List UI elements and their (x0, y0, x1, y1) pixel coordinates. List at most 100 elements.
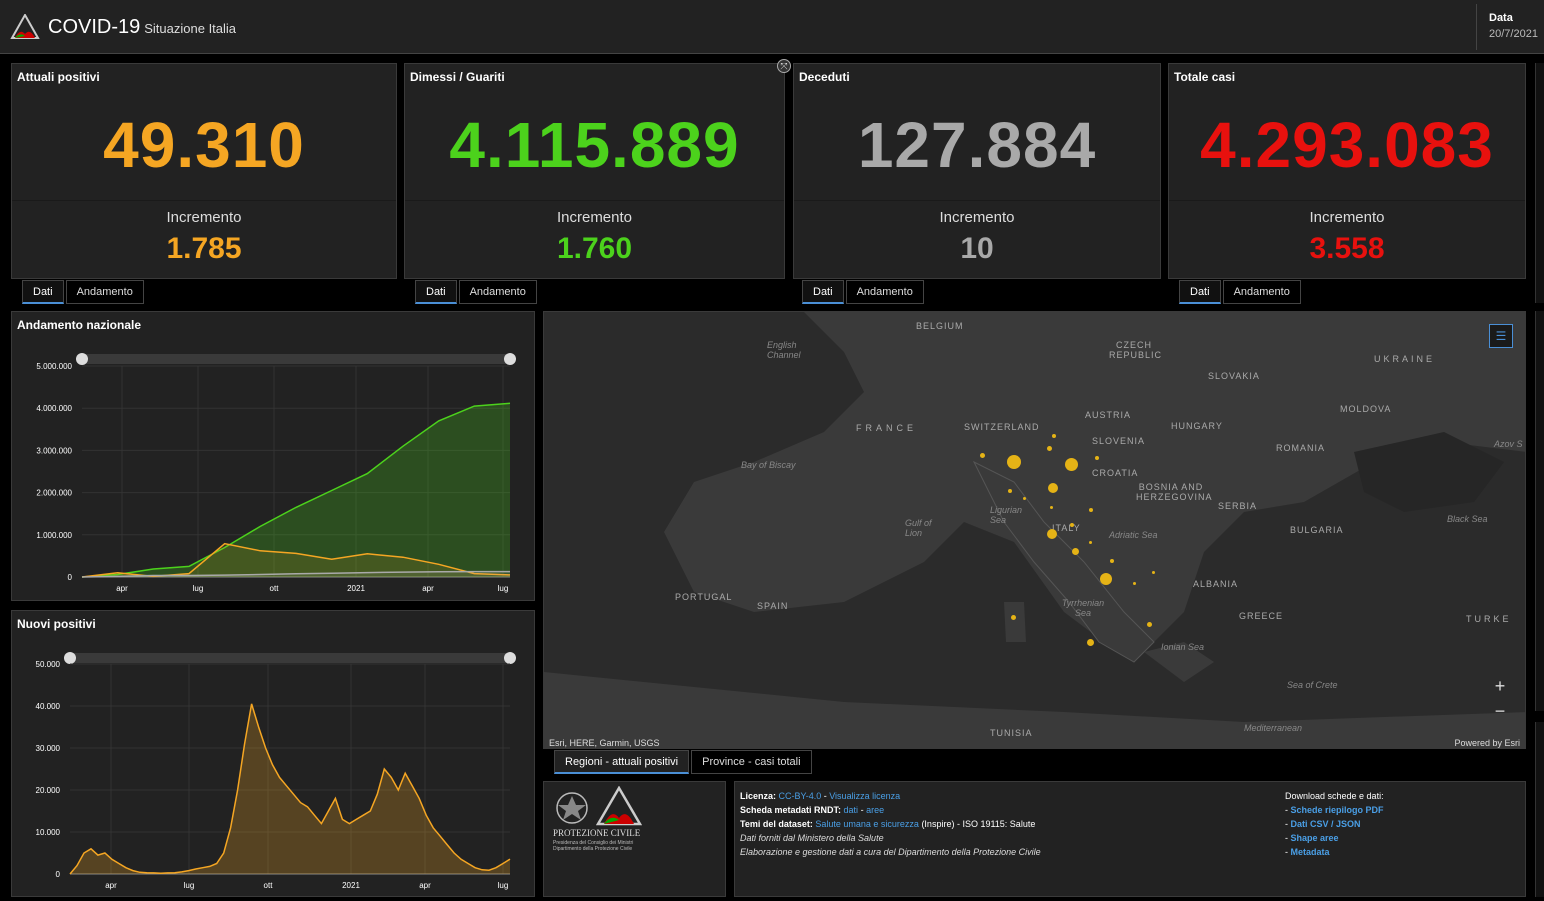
temi-label: Temi del dataset: (740, 819, 813, 829)
region-bubble[interactable] (1088, 540, 1092, 544)
tab-regioni[interactable]: Regioni - attuali positivi (554, 750, 690, 774)
right-panel-strip (1535, 311, 1544, 711)
region-bubble[interactable] (1049, 505, 1053, 509)
zoom-in-button[interactable]: + (1494, 676, 1506, 696)
range-slider-handle-right[interactable] (504, 353, 516, 365)
region-bubble[interactable] (979, 452, 985, 458)
map-powered-by[interactable]: Powered by Esri (1454, 738, 1520, 748)
map-panel[interactable]: BELGIUM CZECH REPUBLIC UKRAINE SLOVAKIA … (543, 311, 1526, 749)
region-bubble[interactable] (1132, 581, 1136, 585)
chart-andamento-nazionale: Andamento nazionale 5.000.000 4.000.000 3.… (11, 311, 535, 601)
region-bubble[interactable] (1100, 573, 1112, 585)
download-item: - Schede riepilogo PDF (1285, 805, 1384, 815)
info-line4: Dati forniti dal Ministero della Salute (740, 831, 1041, 845)
date-box: Data 20/7/2021 (1476, 4, 1544, 50)
info-temi: Temi del dataset: Salute umana e sicurez… (740, 817, 1041, 831)
kpi-increment-value: 3.558 (1309, 232, 1385, 265)
region-bubble[interactable] (1052, 434, 1056, 438)
chart-title: Andamento nazionale (17, 318, 142, 332)
x-tick-label: ott (270, 584, 280, 593)
range-slider-handle-right[interactable] (504, 652, 516, 664)
kpi-increment-label: Incremento (556, 209, 633, 226)
licenza-view-link[interactable]: Visualizza licenza (829, 791, 901, 801)
download-csv-link[interactable]: Dati CSV / JSON (1290, 819, 1361, 829)
tab-andamento[interactable]: Andamento (458, 280, 537, 304)
region-bubble[interactable] (1048, 483, 1058, 493)
country-label: CROATIA (1092, 468, 1139, 478)
country-label: SWITZERLAND (964, 422, 1040, 432)
download-metadata-link[interactable]: Metadata (1290, 847, 1330, 857)
region-bubble[interactable] (1022, 496, 1026, 500)
rndt-dati-link[interactable]: dati (843, 805, 859, 815)
tab-andamento[interactable]: Andamento (845, 280, 924, 304)
kpi-increment-label: Incremento (166, 209, 242, 226)
kpi-attuali-positivi: Attuali positivi 49.310 Incremento 1.785 (11, 63, 397, 279)
chart-nuovi-svg: 50.000 40.000 30.000 20.000 10.000 0 apr lug ot… (36, 652, 516, 890)
region-bubble[interactable] (1047, 529, 1057, 539)
region-bubble[interactable] (1146, 621, 1152, 627)
kpi-title: Attuali positivi (17, 70, 100, 84)
y-tick-label: 30.000 (36, 744, 61, 753)
sea-label: Sea of Crete (1287, 680, 1338, 690)
kpi-title: Dimessi / Guariti (410, 70, 505, 84)
rndt-sep: - (858, 805, 867, 815)
licenza-link[interactable]: CC-BY-4.0 (778, 791, 822, 801)
tab-andamento[interactable]: Andamento (65, 280, 144, 304)
y-tick-label: 5.000.000 (36, 362, 72, 371)
range-slider-track[interactable] (82, 354, 512, 364)
region-bubble[interactable] (1046, 445, 1052, 451)
country-label: SLOVENIA (1092, 436, 1146, 446)
y-tick-label: 0 (56, 870, 61, 879)
region-bubble[interactable] (1089, 508, 1093, 512)
tab-andamento[interactable]: Andamento (1222, 280, 1301, 304)
tab-dati[interactable]: Dati (1179, 280, 1221, 304)
download-pdf-link[interactable]: Schede riepilogo PDF (1290, 805, 1384, 815)
zoom-out-button[interactable]: − (1494, 701, 1506, 721)
kpi-tabs-attuali: Dati Andamento (22, 280, 144, 304)
kpi-value: 49.310 (103, 109, 305, 181)
region-bubble[interactable] (1007, 455, 1021, 469)
protezione-line2: Dipartimento della Protezione Civile (553, 846, 633, 852)
range-slider-handle-left[interactable] (76, 353, 88, 365)
kpi-divider (405, 200, 784, 201)
top-bar: COVID-19 Situazione Italia Data 20/7/2021 (0, 0, 1544, 54)
protezione-logo-icon (596, 786, 642, 826)
kpi-dimessi-guariti: Dimessi / Guariti 4.115.889 Incremento 1… (404, 63, 785, 279)
download-shape-link[interactable]: Shape aree (1290, 833, 1339, 843)
y-tick-label: 2.000.000 (36, 489, 72, 498)
tab-province[interactable]: Province - casi totali (691, 750, 812, 774)
licenza-label: Licenza: (740, 791, 777, 801)
region-bubble[interactable] (1151, 570, 1155, 574)
region-bubble[interactable] (1070, 523, 1074, 527)
region-bubble[interactable] (1064, 457, 1078, 471)
tab-dati[interactable]: Dati (802, 280, 844, 304)
country-label: AUSTRIA (1085, 410, 1132, 420)
sea-label: English Channel (767, 340, 801, 360)
region-bubble[interactable] (1095, 456, 1099, 460)
range-slider-track[interactable] (70, 653, 512, 663)
download-item: - Shape aree (1285, 833, 1339, 843)
legend-list-icon[interactable]: ☰ (1489, 324, 1513, 348)
x-tick-label: apr (422, 584, 434, 593)
map-canvas[interactable] (544, 312, 1526, 749)
region-bubble[interactable] (1086, 638, 1094, 646)
x-tick-label: apr (105, 881, 117, 890)
tab-dati[interactable]: Dati (415, 280, 457, 304)
info-rndt: Scheda metadati RNDT: dati - aree (740, 803, 1041, 817)
tab-dati[interactable]: Dati (22, 280, 64, 304)
y-tick-label: 4.000.000 (36, 404, 72, 413)
region-bubble[interactable] (1071, 547, 1079, 555)
range-slider-handle-left[interactable] (64, 652, 76, 664)
chart-nuovi-positivi: Nuovi positivi 50.000 40.000 30.000 20.000 1… (11, 610, 535, 897)
region-bubble[interactable] (1008, 489, 1012, 493)
expand-icon[interactable]: ⤧ (777, 59, 791, 73)
region-bubble[interactable] (1110, 559, 1114, 563)
kpi-divider (794, 200, 1160, 201)
temi-link[interactable]: Salute umana e sicurezza (815, 819, 919, 829)
map-attribution[interactable]: Esri, HERE, Garmin, USGS (549, 738, 660, 748)
kpi-tabs-totale: Dati Andamento (1179, 280, 1301, 304)
region-bubble[interactable] (1010, 614, 1016, 620)
protezione-name: PROTEZIONE CIVILE (553, 828, 641, 838)
rndt-aree-link[interactable]: aree (866, 805, 885, 815)
info-elaboration: Elaborazione e gestione dati a cura del … (740, 847, 1041, 857)
